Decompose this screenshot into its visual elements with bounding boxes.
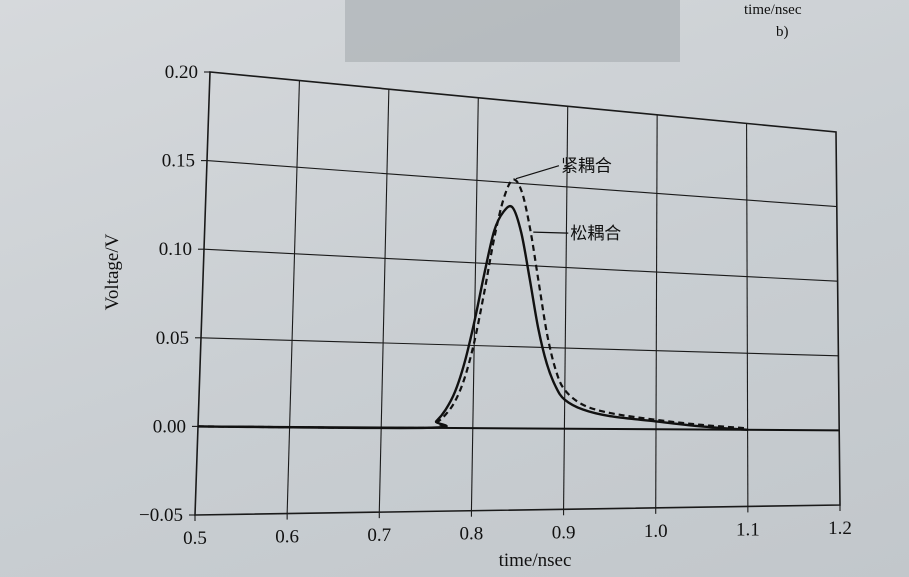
blurred-header-text <box>345 0 680 62</box>
annotation-leader <box>515 165 560 180</box>
x-tick-label: 1.2 <box>828 518 852 539</box>
x-axis-ticks: 0.5 0.6 0.7 0.8 0.9 1.0 1.1 1.2 <box>183 505 852 549</box>
y-tick-label: 0.10 <box>159 239 192 260</box>
grid-line-horizontal <box>200 337 839 357</box>
series-line-loose-coupling <box>197 204 748 432</box>
x-tick-label: 0.7 <box>367 525 391 546</box>
x-tick-label: 0.9 <box>552 522 576 543</box>
x-tick-label: 0.6 <box>275 527 299 548</box>
grid <box>197 80 840 514</box>
grid-line-horizontal <box>206 160 837 208</box>
grid-line-horizontal <box>203 248 838 282</box>
grid-line-vertical <box>378 89 390 513</box>
x-tick-label: 0.5 <box>183 528 207 549</box>
y-tick-label: 0.15 <box>162 151 195 172</box>
y-tick-label: 0.20 <box>165 62 198 83</box>
grid-line-vertical <box>470 97 479 511</box>
y-axis-label: Voltage/V <box>102 233 123 310</box>
grid-line-vertical <box>655 114 658 508</box>
annotation-label: 松耦合 <box>570 224 621 244</box>
annotation-label: 紧耦合 <box>561 157 612 177</box>
x-tick-label: 0.8 <box>460 524 484 545</box>
top-right-label: time/nsec <box>744 2 802 18</box>
y-tick-label: −0.05 <box>139 505 183 526</box>
plot-frame <box>194 71 841 516</box>
annotation-leader <box>533 231 569 234</box>
series-line-tight-coupling <box>197 178 748 430</box>
plot-border <box>194 71 841 516</box>
x-axis-label: time/nsec <box>499 550 572 571</box>
grid-line-vertical <box>286 80 300 514</box>
x-tick-label: 1.1 <box>736 519 760 540</box>
x-tick-label: 1.0 <box>644 521 668 542</box>
y-axis-ticks: −0.05 0.00 0.05 0.10 0.15 0.20 <box>139 62 210 526</box>
grid-line-vertical <box>563 106 569 510</box>
panel-label: b) <box>776 24 789 40</box>
y-tick-label: 0.05 <box>156 328 189 349</box>
grid-line-vertical <box>746 123 749 507</box>
series-lines <box>197 178 748 432</box>
y-tick-label: 0.00 <box>153 416 186 437</box>
